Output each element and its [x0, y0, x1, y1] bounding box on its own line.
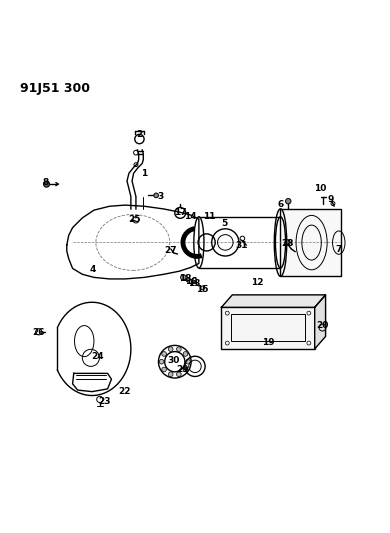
Text: 25: 25: [129, 215, 141, 224]
Polygon shape: [73, 374, 112, 392]
Text: 7: 7: [336, 245, 342, 254]
Circle shape: [183, 367, 188, 372]
Bar: [231, 314, 305, 341]
Circle shape: [162, 352, 167, 356]
Text: 3: 3: [158, 192, 164, 201]
Circle shape: [154, 193, 158, 198]
Text: 13: 13: [188, 279, 200, 288]
Circle shape: [168, 372, 173, 377]
Text: 16: 16: [185, 277, 197, 286]
Text: 27: 27: [165, 246, 177, 255]
Bar: [280, 209, 341, 276]
Polygon shape: [57, 302, 131, 395]
Polygon shape: [315, 295, 326, 349]
Polygon shape: [222, 295, 326, 308]
Circle shape: [177, 372, 181, 377]
Text: 22: 22: [118, 387, 131, 396]
Text: 30: 30: [167, 356, 180, 365]
Circle shape: [43, 181, 50, 187]
Text: 14: 14: [184, 212, 197, 221]
Text: 6: 6: [277, 200, 284, 209]
Circle shape: [181, 274, 186, 280]
Text: 4: 4: [90, 265, 96, 274]
Text: 23: 23: [99, 397, 111, 406]
Text: 17: 17: [174, 208, 186, 217]
Text: 9: 9: [327, 195, 333, 204]
Text: 15: 15: [196, 285, 208, 294]
Text: 24: 24: [91, 352, 103, 361]
Circle shape: [183, 352, 188, 356]
Text: 29: 29: [176, 365, 189, 374]
Bar: [222, 308, 315, 349]
Circle shape: [285, 198, 291, 204]
Text: 26: 26: [32, 328, 45, 337]
Text: 12: 12: [251, 278, 263, 287]
Text: 2: 2: [136, 130, 143, 139]
Text: 31: 31: [236, 240, 248, 249]
Text: 11: 11: [204, 212, 216, 221]
Circle shape: [177, 347, 181, 351]
Text: 18: 18: [179, 274, 191, 284]
Text: 91J51 300: 91J51 300: [20, 82, 90, 95]
Text: 28: 28: [281, 239, 294, 248]
Circle shape: [168, 347, 173, 351]
Text: 1: 1: [141, 169, 147, 177]
Text: 10: 10: [314, 184, 326, 193]
Polygon shape: [67, 205, 199, 279]
Circle shape: [186, 359, 190, 364]
Text: 20: 20: [316, 321, 329, 330]
Circle shape: [159, 359, 164, 364]
Circle shape: [162, 367, 167, 372]
Text: 19: 19: [262, 338, 275, 347]
Text: 5: 5: [221, 219, 227, 228]
Text: 8: 8: [42, 179, 48, 188]
